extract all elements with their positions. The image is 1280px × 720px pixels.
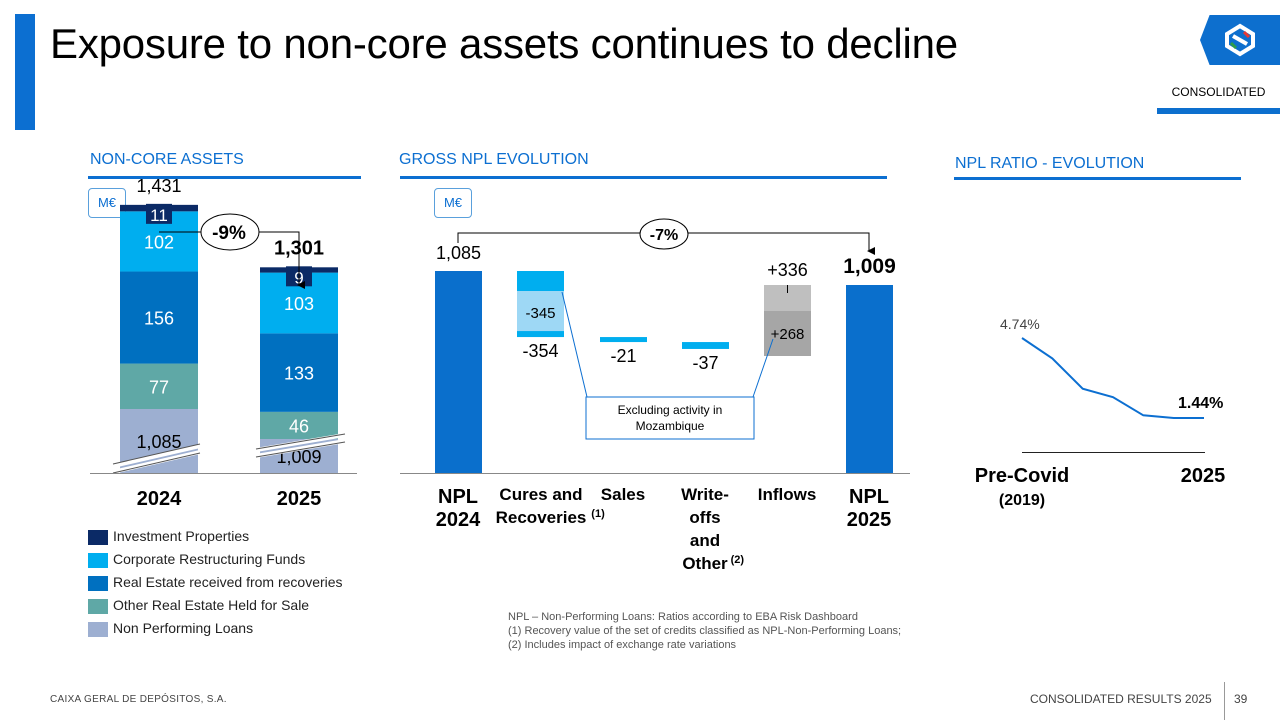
data-label: 77: [149, 377, 169, 397]
legend-swatch: [88, 553, 108, 568]
axis-break: [255, 433, 346, 458]
section-title-npl-ratio: NPL RATIO - EVOLUTION: [955, 155, 1145, 172]
callout-line: [752, 338, 774, 398]
waterfall-bar: [435, 271, 482, 473]
footnotes: NPL – Non-Performing Loans: Ratios accor…: [508, 610, 901, 652]
footer-report: CONSOLIDATED RESULTS 2025: [1030, 692, 1212, 706]
category-label: Sales: [601, 485, 645, 504]
total-label: 1,431: [136, 176, 181, 196]
category-label: Recoveries: [496, 508, 587, 527]
page-number: 39: [1234, 692, 1248, 706]
section-title-non-core: NON-CORE ASSETS: [90, 151, 244, 168]
x-sublabel: (2019): [999, 492, 1045, 509]
accent-bar: [15, 14, 35, 130]
change-bubble: [200, 213, 260, 251]
bar-segment: [260, 333, 338, 412]
legend-label: Non Performing Loans: [113, 620, 254, 636]
logo-icon: [1225, 23, 1255, 57]
data-label: 102: [144, 232, 174, 252]
category-label: offs: [689, 508, 720, 527]
x-label: 2025: [1181, 465, 1226, 487]
change-arrow: [457, 232, 869, 251]
data-label: -354: [522, 341, 558, 361]
annotation-label: Mozambique: [636, 419, 705, 433]
label-box: [146, 203, 172, 224]
data-label: +268: [771, 326, 805, 343]
legend-label: Other Real Estate Held for Sale: [113, 597, 310, 613]
data-label: +336: [767, 260, 808, 280]
footer-divider: [1224, 682, 1225, 720]
callout-line: [561, 291, 588, 398]
footnote-ref: (1): [591, 508, 605, 520]
category-label: 2025: [277, 488, 322, 510]
section-underline: [88, 176, 361, 179]
line-series: [1021, 337, 1204, 419]
data-label: 156: [144, 309, 174, 329]
category-label: NPL: [849, 486, 889, 508]
annotation-label: Excluding activity in: [618, 403, 723, 417]
legend-label: Investment Properties: [113, 528, 250, 544]
legend-swatch: [88, 622, 108, 637]
change-label: -7%: [650, 227, 678, 244]
end-label: 1.44%: [1178, 395, 1223, 412]
consolidated-badge: CONSOLIDATED: [1157, 85, 1280, 114]
npl-ratio-line-chart: 4.74% 1.44% Pre-Covid (2019) 2025: [975, 316, 1225, 509]
x-label: Pre-Covid: [975, 465, 1069, 487]
data-label: 1,085: [136, 432, 181, 452]
unit-badge: M€: [88, 188, 126, 218]
category-label: Inflows: [758, 485, 817, 504]
data-label: 11: [150, 206, 168, 225]
unit-badge: M€: [434, 188, 472, 218]
bar-segment: [260, 411, 338, 439]
waterfall-bar-excluding: [517, 291, 564, 332]
category-label: 2025: [847, 509, 892, 531]
footnote-line: NPL – Non-Performing Loans: Ratios accor…: [508, 611, 858, 623]
legend-swatch: [88, 576, 108, 591]
start-label: 4.74%: [1000, 316, 1040, 332]
data-label: 133: [284, 364, 314, 384]
legend-swatch: [88, 599, 108, 614]
category-label: 2024: [436, 509, 481, 531]
data-label: 1,009: [843, 255, 896, 278]
bar-segment: [120, 363, 198, 409]
waterfall-bar-excluding: [764, 311, 811, 356]
category-label: 2024: [137, 488, 182, 510]
footnote-line: (1) Recovery value of the set of credits…: [508, 625, 902, 637]
data-label: 1,085: [436, 243, 481, 263]
section-underline: [400, 176, 887, 179]
category-label: and: [690, 531, 720, 550]
non-core-assets-chart: 1,08577156102111,43120241,0094613310391,…: [90, 176, 357, 510]
legend-label: Real Estate received from recoveries: [113, 574, 343, 590]
footnote-line: (2) Includes impact of exchange rate var…: [508, 639, 737, 651]
legend-label: Corporate Restructuring Funds: [113, 551, 306, 567]
change-bubble: [639, 218, 689, 250]
page-title: Exposure to non-core assets continues to…: [50, 20, 958, 67]
data-label: 46: [289, 416, 309, 436]
data-label: -21: [610, 346, 636, 366]
category-label: Cures and: [499, 485, 582, 504]
data-label: 103: [284, 294, 314, 314]
category-label: NPL: [438, 486, 478, 508]
footer-company: CAIXA GERAL DE DEPÓSITOS, S.A.: [50, 694, 227, 705]
axis-break: [255, 433, 346, 458]
section-title-npl-evolution: GROSS NPL EVOLUTION: [399, 151, 589, 168]
bar-segment: [120, 271, 198, 364]
legend-swatch: [88, 530, 108, 545]
waterfall-bar: [600, 337, 647, 343]
waterfall-bar: [682, 342, 729, 349]
annotation-box: [585, 396, 755, 440]
data-label: -345: [525, 305, 555, 322]
category-label: Write-: [681, 485, 729, 504]
axis-break: [112, 443, 201, 474]
section-underline: [954, 177, 1241, 180]
npl-waterfall-chart: 1,085-345-354 -21 -37+268+336 1,009NPL2024C…: [400, 218, 910, 573]
data-label: -37: [692, 353, 718, 373]
category-label: Other: [682, 554, 728, 573]
footnote-ref: (2): [731, 554, 745, 566]
logo: [1200, 15, 1280, 65]
change-label: -9%: [212, 223, 246, 244]
waterfall-bar: [846, 285, 893, 473]
axis-break: [112, 444, 201, 474]
